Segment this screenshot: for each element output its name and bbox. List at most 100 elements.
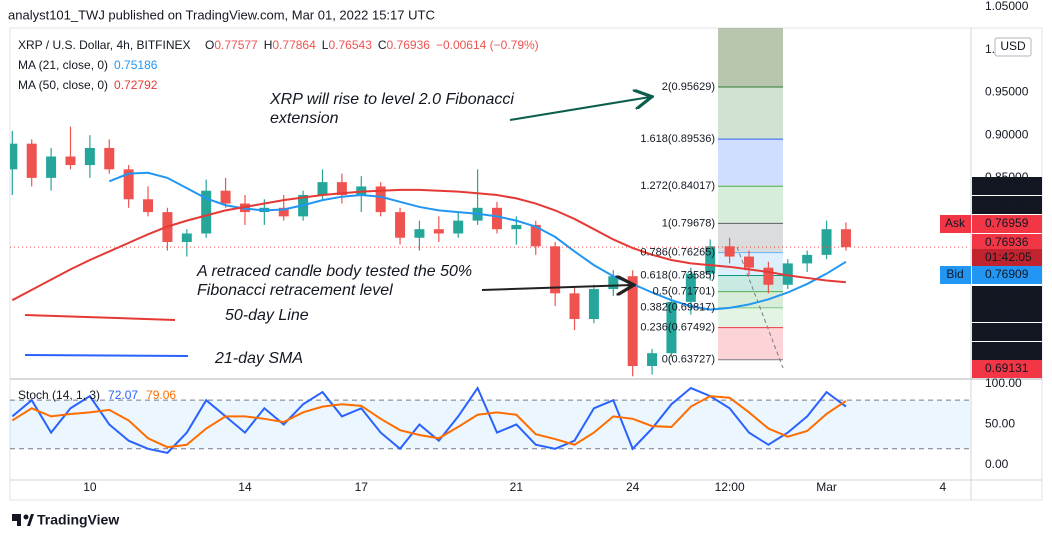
candle-body (181, 233, 192, 243)
price-label: 01:42:05 (985, 250, 1032, 264)
candle-body (278, 207, 289, 217)
price-label: 0.75006 (985, 343, 1029, 357)
x-tick-label: 21 (510, 480, 524, 494)
fib-zone (718, 139, 783, 187)
stoch-pane (10, 385, 970, 454)
x-tick-label: 24 (626, 480, 640, 494)
price-label-box (972, 323, 1042, 341)
candle-body (104, 147, 115, 170)
price-label: 0.80636 (985, 197, 1029, 211)
ohlc-value: 0.76543 (328, 38, 372, 52)
price-label-box (972, 215, 1042, 233)
candle-body (685, 273, 696, 302)
candle-body (530, 224, 541, 247)
fib-label: 0.618(0.73585) (640, 269, 715, 281)
price-label-box (972, 249, 1042, 267)
series-line (11, 188, 847, 302)
price-label-box (972, 234, 1042, 252)
x-tick-label: 17 (355, 480, 369, 494)
price-label-box (972, 342, 1042, 360)
series-line (108, 171, 847, 311)
annotation-arrow (509, 97, 650, 121)
candle-body (743, 256, 754, 268)
fib-label: 1(0.79678) (662, 217, 715, 229)
candle-body (608, 276, 619, 290)
price-label-box (972, 266, 1042, 284)
candle-body (588, 289, 599, 319)
candle-body (647, 353, 658, 367)
y-tick-label: 100.00 (985, 376, 1022, 390)
candle-body (724, 246, 735, 257)
fib-label: 0.786(0.76265) (640, 246, 715, 258)
y-tick-label: 0.00 (985, 457, 1009, 471)
y-tick-label: 1.05000 (985, 0, 1029, 13)
annotation: extension (270, 110, 339, 127)
x-tick-label: Mar (816, 480, 837, 494)
price-label: 0.69131 (985, 361, 1029, 375)
price-label-box (972, 196, 1042, 214)
series-line (11, 385, 847, 454)
unit-label[interactable]: USD (1000, 39, 1026, 53)
overlay: 1.050001.000000.950000.900000.850002(0.9… (83, 0, 1042, 494)
y-tick-label: 50.00 (985, 417, 1015, 431)
ohlc-key: H (264, 38, 273, 52)
price-label: 0.76936 (985, 235, 1029, 249)
price-label-box (972, 360, 1042, 378)
fib-zone (718, 86, 783, 140)
candle-body (336, 182, 347, 195)
price-tag: Bid (946, 267, 963, 281)
price-label: 0.76909 (985, 267, 1029, 281)
candle-body (802, 254, 813, 264)
price-label: 0.75819 (985, 305, 1029, 319)
price-label: 0.75006 (985, 324, 1029, 338)
fib-label: 0(0.63727) (662, 354, 715, 366)
annotation: 50-day Line (225, 307, 309, 324)
candle-body (763, 267, 774, 285)
price-tag-box (940, 215, 971, 233)
candle-body (65, 156, 76, 166)
fib-label: 1.618(0.89536) (640, 133, 715, 145)
candle-body (201, 190, 212, 234)
ohlc-key: L (322, 38, 329, 52)
candle-body (666, 301, 677, 354)
ohlc-legend: O0.77577 H0.77864 L0.76543 C0.76936 −0.00614… (205, 38, 539, 52)
publisher: analyst101_TWJ published on TradingView.… (8, 7, 435, 22)
candle-body (143, 199, 154, 213)
candle-body (414, 229, 425, 238)
stoch-legend: Stoch (14, 1, 3) 72.07 79.06 (18, 388, 176, 402)
candle-body (453, 220, 464, 234)
fib-zone (718, 186, 783, 224)
price-label: 0.75982 (985, 287, 1029, 301)
candle-body (550, 246, 561, 294)
candle-body (395, 212, 406, 238)
fib-label: 1.272(0.84017) (640, 180, 715, 192)
ohlc-value: 0.77577 (214, 38, 258, 52)
ma50-name: MA (50, close, 0) (18, 78, 108, 92)
candle-body (821, 229, 832, 255)
main-pane (10, 28, 970, 377)
stoch-name: Stoch (14, 1, 3) (18, 388, 100, 402)
candle-body (627, 276, 638, 367)
price-label-box (972, 177, 1042, 195)
candle-body (433, 229, 444, 234)
fib-label: 0.382(0.69817) (640, 302, 715, 314)
candle-body (782, 263, 793, 285)
y-tick-label: 0.95000 (985, 85, 1029, 99)
x-tick-label: 4 (940, 480, 947, 494)
fib-top-zone (718, 28, 783, 87)
stoch-k-value: 72.07 (108, 388, 138, 402)
legend-sample-line (24, 354, 189, 357)
unit-box[interactable] (994, 37, 1032, 57)
annotation: XRP will rise to level 2.0 Fibonacci (269, 91, 514, 108)
ma50-legend: MA (50, close, 0) 0.72792 (18, 78, 158, 92)
x-tick-label: 12:00 (715, 480, 745, 494)
price-label-box (972, 304, 1042, 322)
fib-zone (718, 307, 783, 328)
price-tag-box (940, 266, 971, 284)
ohlc-key: O (205, 38, 214, 52)
candle-body (84, 147, 95, 166)
symbol-title: XRP / U.S. Dollar, 4h, BITFINEX (18, 38, 191, 52)
fib-label: 2(0.95629) (662, 81, 715, 93)
